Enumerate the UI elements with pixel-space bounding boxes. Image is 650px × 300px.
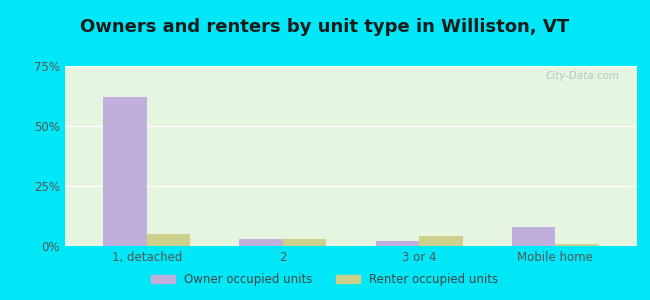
Text: Owners and renters by unit type in Williston, VT: Owners and renters by unit type in Willi… [81,18,569,36]
Legend: Owner occupied units, Renter occupied units: Owner occupied units, Renter occupied un… [147,269,503,291]
Bar [512,227,555,246]
Bar [283,239,326,246]
Bar [103,97,147,246]
Bar [147,234,190,246]
Bar [555,244,599,246]
Bar [376,241,419,246]
Bar [239,239,283,246]
Text: City-Data.com: City-Data.com [546,71,620,81]
Bar [419,236,463,246]
